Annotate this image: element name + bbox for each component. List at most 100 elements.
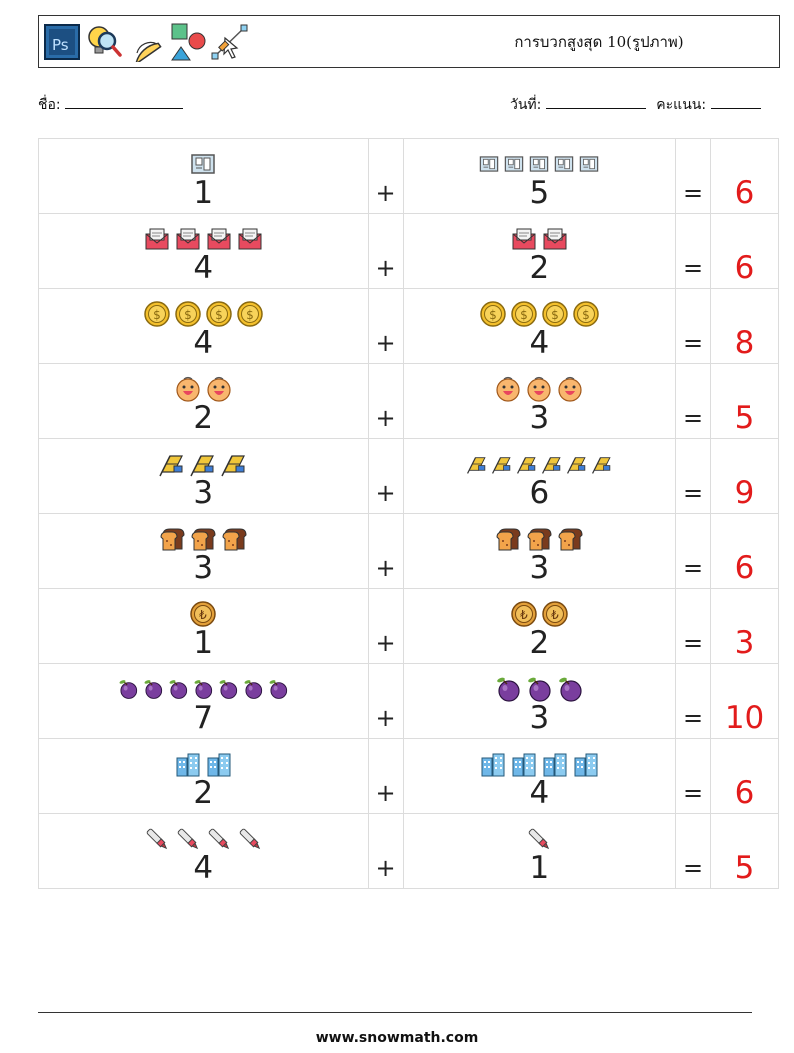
plum-icon bbox=[217, 678, 239, 700]
answer-cell[interactable]: 3 bbox=[710, 588, 779, 664]
equals-cell: = bbox=[675, 438, 712, 514]
svg-text:$: $ bbox=[489, 308, 497, 322]
svg-text:$: $ bbox=[582, 308, 590, 322]
operator-cell: + bbox=[367, 813, 404, 889]
worksheet-header: Ps การบวกสูงสุด 10(รูปภาพ) bbox=[38, 15, 780, 68]
answer-cell[interactable]: 6 bbox=[710, 738, 779, 814]
addend-b-number: 3 bbox=[529, 550, 550, 586]
addend-b-pictures bbox=[404, 450, 676, 478]
problem-row: 4 +1 = 5 bbox=[38, 813, 779, 889]
answer-cell[interactable]: 6 bbox=[710, 138, 779, 214]
buildings-icon bbox=[572, 750, 600, 778]
svg-text:$: $ bbox=[246, 308, 254, 322]
film-frame-icon bbox=[578, 153, 600, 175]
plus-sign: + bbox=[375, 854, 396, 882]
flag-icon bbox=[491, 453, 513, 475]
marker-pen-icon bbox=[236, 825, 264, 853]
addend-b-pictures: $ $ $ $ bbox=[404, 300, 676, 328]
addend-a-cell: $ $ $ $4 bbox=[38, 288, 369, 364]
addend-a-number: 4 bbox=[193, 850, 214, 886]
answer-cell[interactable]: 5 bbox=[710, 813, 779, 889]
operator-cell: + bbox=[367, 363, 404, 439]
addend-a-number: 4 bbox=[193, 325, 214, 361]
problem-row: ₺ 1 + ₺ ₺ 2 = 3 bbox=[38, 588, 779, 664]
film-frame-icon bbox=[478, 153, 500, 175]
date-score-row: วันที่: คะแนน: bbox=[510, 94, 761, 116]
plum-icon bbox=[167, 678, 189, 700]
problem-row: 2 +3 = 5 bbox=[38, 363, 779, 439]
vector-pen-icon bbox=[211, 24, 248, 60]
equals-cell: = bbox=[675, 813, 712, 889]
answer-value: 6 bbox=[734, 550, 755, 586]
svg-text:₺: ₺ bbox=[199, 608, 207, 622]
addend-a-number: 1 bbox=[193, 625, 214, 661]
addend-a-cell: 3 bbox=[38, 438, 369, 514]
addend-b-cell: 6 bbox=[402, 438, 677, 514]
smiley-face-icon bbox=[494, 375, 522, 403]
equals-cell: = bbox=[675, 138, 712, 214]
svg-text:₺: ₺ bbox=[520, 608, 528, 622]
plus-sign: + bbox=[375, 254, 396, 282]
dollar-coin-icon: $ bbox=[174, 300, 202, 328]
envelope-icon bbox=[174, 225, 202, 253]
film-frame-icon bbox=[553, 153, 575, 175]
plum-icon bbox=[192, 678, 214, 700]
shapes-icon bbox=[171, 23, 206, 61]
problems-table: 1 +5 = 6 4 +2 = 6 $ $ $ $4 + $ $ $ $4 = 8 2 +3 = 5 3 +6 = 9 3 +3 = 6 ₺ 1… bbox=[38, 138, 779, 889]
photoshop-icon: Ps bbox=[44, 24, 80, 60]
addend-b-pictures: ₺ ₺ bbox=[404, 600, 676, 628]
plum-icon bbox=[556, 675, 584, 703]
problem-row: 7 +3 = 10 bbox=[38, 663, 779, 739]
lira-coin-icon: ₺ bbox=[541, 600, 569, 628]
svg-text:$: $ bbox=[520, 308, 528, 322]
envelope-icon bbox=[143, 225, 171, 253]
addend-a-cell: 4 bbox=[38, 813, 369, 889]
addend-a-cell: 7 bbox=[38, 663, 369, 739]
answer-value: 6 bbox=[734, 175, 755, 211]
addend-a-number: 2 bbox=[193, 775, 214, 811]
dollar-coin-icon: $ bbox=[479, 300, 507, 328]
magnifier-bulb-icon bbox=[88, 26, 122, 57]
addend-b-number: 3 bbox=[529, 400, 550, 436]
date-blank-line[interactable] bbox=[545, 95, 646, 109]
addend-b-number: 4 bbox=[529, 775, 550, 811]
addend-b-pictures bbox=[404, 675, 676, 703]
answer-cell[interactable]: 8 bbox=[710, 288, 779, 364]
operator-cell: + bbox=[367, 663, 404, 739]
addend-a-number: 1 bbox=[193, 175, 214, 211]
answer-cell[interactable]: 10 bbox=[710, 663, 779, 739]
answer-cell[interactable]: 6 bbox=[710, 513, 779, 589]
addend-b-pictures bbox=[404, 150, 676, 178]
bread-toast-icon bbox=[556, 525, 584, 553]
plum-icon bbox=[242, 678, 264, 700]
answer-cell[interactable]: 9 bbox=[710, 438, 779, 514]
envelope-icon bbox=[541, 225, 569, 253]
problem-row: 3 +3 = 6 bbox=[38, 513, 779, 589]
plus-sign: + bbox=[375, 779, 396, 807]
addend-b-cell: 3 bbox=[402, 663, 677, 739]
name-label: ชื่อ: bbox=[38, 97, 61, 113]
operator-cell: + bbox=[367, 588, 404, 664]
problem-row: 1 +5 = 6 bbox=[38, 138, 779, 214]
name-blank-line[interactable] bbox=[65, 95, 184, 109]
addend-b-number: 5 bbox=[529, 175, 550, 211]
svg-text:$: $ bbox=[215, 308, 223, 322]
plum-icon bbox=[267, 678, 289, 700]
addend-a-number: 3 bbox=[193, 475, 214, 511]
addend-a-cell: 2 bbox=[38, 363, 369, 439]
addend-b-cell: 3 bbox=[402, 363, 677, 439]
addend-a-pictures: ₺ bbox=[39, 600, 368, 628]
bread-toast-icon bbox=[158, 525, 186, 553]
answer-cell[interactable]: 5 bbox=[710, 363, 779, 439]
addend-a-cell: ₺ 1 bbox=[38, 588, 369, 664]
addend-b-cell: 2 bbox=[402, 213, 677, 289]
bread-toast-icon bbox=[189, 525, 217, 553]
equals-sign: = bbox=[683, 254, 704, 282]
answer-cell[interactable]: 6 bbox=[710, 213, 779, 289]
addend-a-pictures bbox=[39, 450, 368, 478]
addend-a-number: 3 bbox=[193, 550, 214, 586]
addend-a-number: 7 bbox=[193, 700, 214, 736]
score-blank-line[interactable] bbox=[710, 95, 761, 109]
answer-value: 6 bbox=[734, 250, 755, 286]
operator-cell: + bbox=[367, 438, 404, 514]
